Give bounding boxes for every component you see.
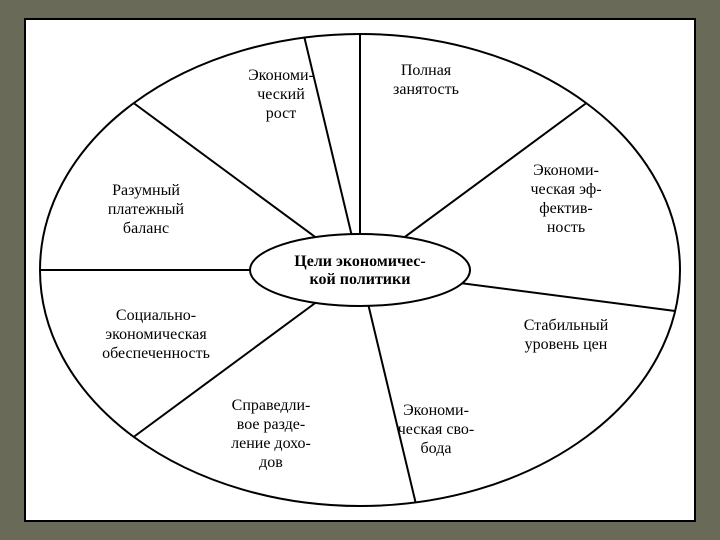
segment-label-economic-freedom: Экономи-ческая сво-бода [398, 402, 475, 457]
page-frame: Цели экономичес-кой политики Полнаязанято… [0, 0, 720, 540]
segment-label-income-fairness: Справедли-вое разде-ление дохо-дов [231, 397, 311, 471]
segment-label-price-stability: Стабильныйуровень цен [524, 317, 609, 353]
segment-label-social-security: Социально-экономическаяобеспеченность [102, 307, 210, 362]
policy-goals-diagram: Цели экономичес-кой политики Полнаязанято… [26, 20, 694, 520]
center-ellipse [250, 234, 470, 306]
segment-label-economic-efficiency: Экономи-ческая эф-фектив-ность [530, 162, 601, 236]
segment-label-economic-growth: Экономи-ческийрост [248, 67, 314, 122]
center-label: Цели экономичес-кой политики [294, 253, 425, 288]
segment-label-balance-payments: Разумныйплатежныйбаланс [108, 182, 185, 237]
diagram-panel: Цели экономичес-кой политики Полнаязанято… [24, 18, 696, 522]
segment-label-full-employment: Полнаязанятость [393, 62, 459, 98]
